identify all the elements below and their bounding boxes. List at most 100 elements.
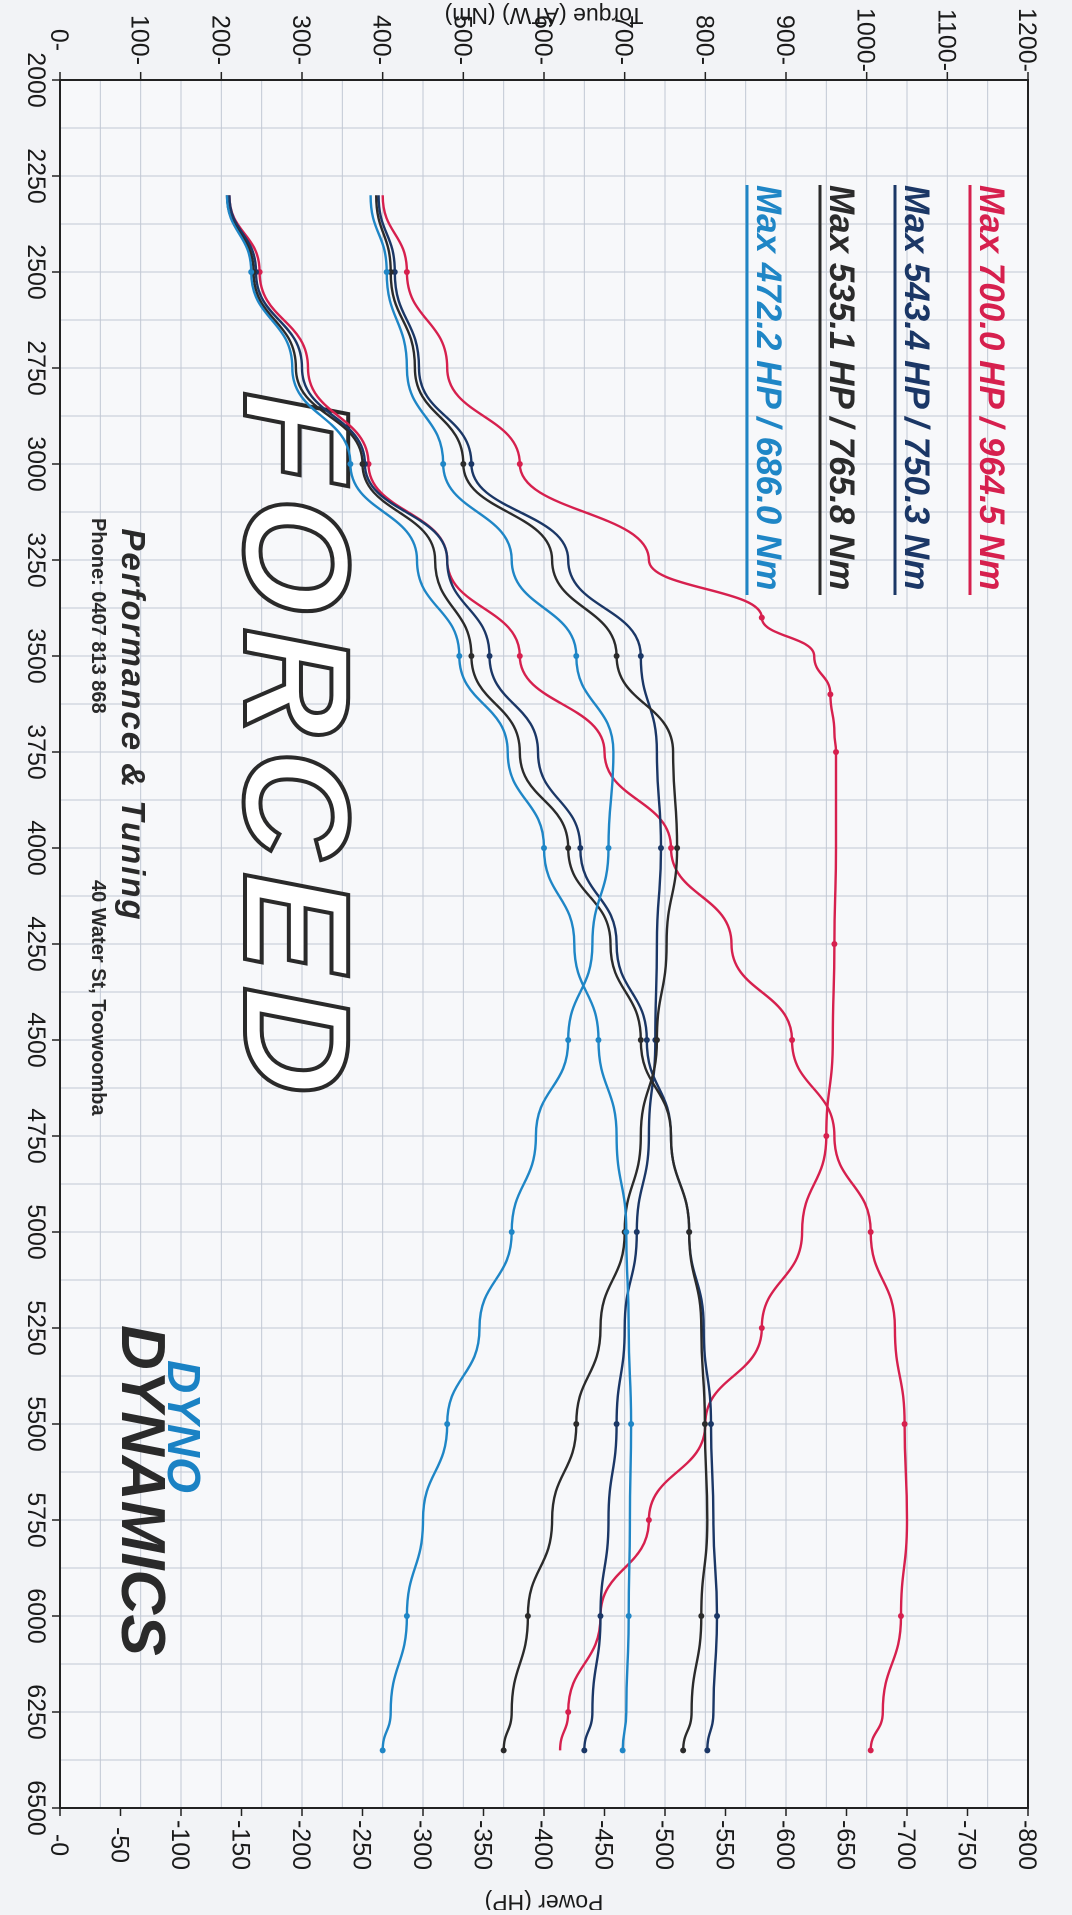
power-tick: -750 xyxy=(953,1820,981,1870)
series-point xyxy=(516,653,523,659)
forced-logo: FORCED xyxy=(211,389,383,1110)
power-tick: -200 xyxy=(287,1820,315,1870)
torque-tick-label: 100- xyxy=(126,15,154,65)
series-line-torque-4 xyxy=(369,195,615,1751)
series-point xyxy=(565,1709,572,1715)
power-tick: -0 xyxy=(45,1834,73,1856)
power-tick-label: -200 xyxy=(287,1820,315,1870)
branding: FORCED Performance & Tuning Phone: 0407 81… xyxy=(87,389,383,1656)
power-tick: -300 xyxy=(408,1820,436,1870)
series-point xyxy=(403,269,410,275)
series-point xyxy=(633,1229,640,1235)
legend-label: Max 543.4 HP / 750.3 Nm xyxy=(897,185,936,590)
x-tick-label: 3250 xyxy=(22,532,50,588)
x-tick-label: 4750 xyxy=(22,1108,50,1164)
series-point xyxy=(758,614,765,621)
torque-tick: 1100- xyxy=(932,9,960,71)
legend-label: Max 472.2 HP / 686.0 Nm xyxy=(749,185,788,590)
series-point xyxy=(901,1421,908,1427)
series-point xyxy=(440,461,447,467)
torque-tick: 500- xyxy=(448,15,476,65)
series-line-torque-1 xyxy=(381,195,838,1751)
x-tick-label: 2750 xyxy=(22,340,50,396)
series-point xyxy=(686,1229,693,1235)
x-tick-label: 6000 xyxy=(22,1588,50,1644)
power-tick-label: -0 xyxy=(45,1834,73,1856)
torque-tick-label: 500- xyxy=(448,15,476,65)
series-point xyxy=(613,653,620,659)
series-line-power-3 xyxy=(225,195,709,1751)
series-point xyxy=(508,1229,515,1235)
series-point xyxy=(500,1747,507,1754)
power-tick-label: -450 xyxy=(590,1820,618,1870)
x-tick-label: 2000 xyxy=(22,52,50,108)
series-point xyxy=(248,269,255,275)
x-tick-label: 5250 xyxy=(22,1300,50,1356)
torque-tick-label: 800- xyxy=(690,15,718,65)
series-point xyxy=(823,1133,830,1139)
series-point xyxy=(698,1613,705,1619)
chart-ticks: 2000 2250 2500 2750 3000 3250 3500 3750 4000 4250… xyxy=(22,3,1041,1915)
x-tick-label: 2250 xyxy=(22,148,50,204)
torque-tick-label: 400- xyxy=(368,15,396,65)
legend-entry: Max 535.1 HP / 765.8 Nm xyxy=(818,185,861,595)
legend-label: Max 535.1 HP / 765.8 Nm xyxy=(822,185,861,590)
torque-tick: 300- xyxy=(287,15,315,65)
series-point xyxy=(486,653,493,659)
series-point xyxy=(701,1421,708,1427)
address: 40 Water St, Toowoomba xyxy=(87,880,109,1116)
torque-tick: 800- xyxy=(690,15,718,65)
power-tick: -800 xyxy=(1013,1820,1041,1870)
series-point xyxy=(619,1747,626,1754)
torque-tick-label: 700- xyxy=(610,15,638,65)
x-tick: 4000 xyxy=(22,820,50,876)
x-tick: 4750 xyxy=(22,1108,50,1164)
torque-tick: 1000- xyxy=(852,8,880,72)
power-tick-label: -100 xyxy=(166,1820,194,1870)
power-tick-label: -400 xyxy=(529,1820,557,1870)
power-tick-label: -500 xyxy=(650,1820,678,1870)
power-tick: -100 xyxy=(166,1820,194,1870)
torque-tick: 900- xyxy=(771,15,799,65)
series-point xyxy=(524,1613,531,1619)
torque-tick-label: 200- xyxy=(206,15,234,65)
chart-series xyxy=(225,195,909,1754)
power-axis-title: Power (HP) xyxy=(485,1890,604,1915)
x-tick-label: 4250 xyxy=(22,916,50,972)
series-line-torque-2 xyxy=(377,195,663,1751)
x-tick-label: 4000 xyxy=(22,820,50,876)
series-point xyxy=(359,461,366,467)
x-tick: 3500 xyxy=(22,628,50,684)
series-point xyxy=(573,1421,580,1427)
power-tick: -150 xyxy=(227,1820,255,1870)
series-point xyxy=(827,691,834,698)
phone-text: Phone: 0407 813 868 xyxy=(87,518,109,714)
power-tick-label: -150 xyxy=(227,1820,255,1870)
power-tick-label: -750 xyxy=(953,1820,981,1870)
power-tick: -450 xyxy=(590,1820,618,1870)
series-point xyxy=(460,461,467,467)
power-tick: -250 xyxy=(348,1820,376,1870)
series-point xyxy=(456,653,463,659)
x-tick: 3000 xyxy=(22,436,50,492)
series-point xyxy=(403,1613,410,1619)
power-tick: -600 xyxy=(771,1820,799,1870)
series-point xyxy=(653,1037,660,1043)
series-point xyxy=(347,461,354,467)
series-point xyxy=(674,845,681,851)
forced-logo-sub: Performance & Tuning xyxy=(115,528,152,921)
x-tick: 2250 xyxy=(22,148,50,204)
series-point xyxy=(541,845,547,851)
x-tick: 6250 xyxy=(22,1684,50,1740)
x-tick: 3250 xyxy=(22,532,50,588)
series-point xyxy=(867,1229,874,1235)
power-tick-label: -50 xyxy=(106,1827,134,1863)
x-tick: 4250 xyxy=(22,916,50,972)
dyno-dynamics-logo: DYNAMICS xyxy=(108,1325,177,1656)
series-point xyxy=(625,1613,632,1619)
phone-number: Phone: 0407 813 868 xyxy=(87,518,109,714)
chart-legend: Max 700.0 HP / 964.5 Nm Max 543.4 HP / 75… xyxy=(745,185,1011,595)
power-tick-label: -600 xyxy=(771,1820,799,1870)
series-point xyxy=(565,1037,572,1043)
